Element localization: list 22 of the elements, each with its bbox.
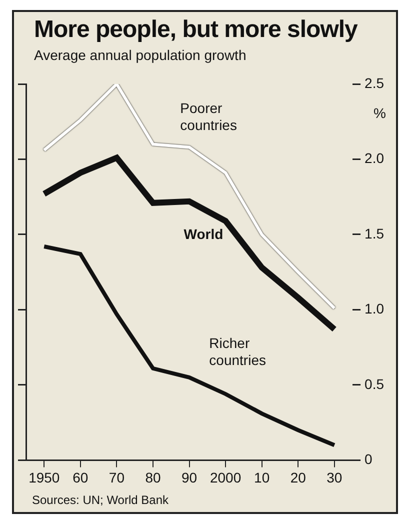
series-label: Poorer countries [180, 100, 237, 133]
series-label: World [184, 226, 224, 242]
y-axis-title: % [374, 105, 386, 121]
y-tick-label: 0.5 [364, 376, 384, 392]
x-tick-label: 60 [72, 469, 88, 486]
x-tick-label: 30 [326, 469, 342, 486]
source-note: Sources: UN; World Bank [32, 493, 168, 507]
x-tick-label: 20 [290, 469, 306, 486]
x-tick-label: 2000 [210, 469, 242, 486]
y-tick-label: 2.0 [364, 150, 384, 166]
x-tick-label: 90 [181, 469, 198, 486]
chart-subtitle: Average annual population growth [34, 47, 246, 63]
x-tick-label: 80 [145, 469, 161, 486]
y-tick-label: 2.5 [364, 74, 384, 91]
x-tick-label: 70 [108, 469, 125, 486]
x-tick-label: 10 [254, 469, 270, 486]
y-tick-label: 0 [364, 451, 373, 468]
y-tick-label: 1.5 [364, 225, 384, 242]
series-label: Richer countries [209, 334, 266, 368]
x-tick-label: 1950 [28, 469, 60, 486]
y-tick-label: 1.0 [364, 300, 384, 317]
chart-title: More people, but more slowly [34, 16, 358, 44]
